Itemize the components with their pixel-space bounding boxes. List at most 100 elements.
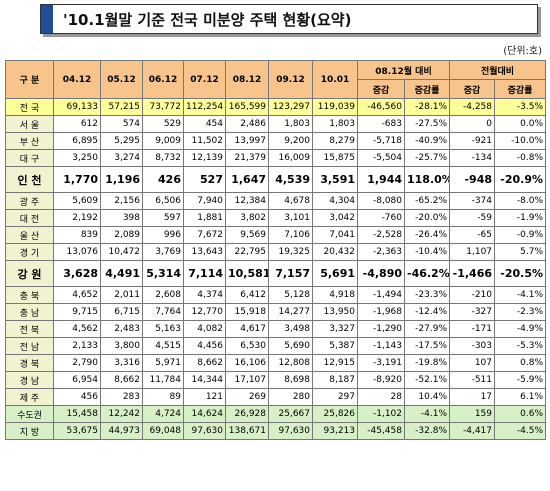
data-row: 지 방 53,675 44,973 69,048 97,630 138,671 97,630… bbox=[5, 422, 547, 440]
cell: 0.6% bbox=[494, 405, 547, 423]
row-label: 지 방 bbox=[5, 422, 54, 440]
header-cell: 08.12월 대비 bbox=[356, 60, 451, 80]
cell: 12,915 bbox=[312, 354, 358, 372]
cell: 5.7% bbox=[494, 243, 547, 261]
cell: 138,671 bbox=[225, 422, 269, 440]
cell: 0.8% bbox=[494, 354, 547, 372]
header-cell: 전월대비 bbox=[449, 60, 547, 80]
data-row: 강 원 3,628 4,491 5,314 7,114 10,581 7,157 5,691-… bbox=[5, 260, 547, 287]
cell: 4,678 bbox=[268, 192, 313, 210]
cell: 22,795 bbox=[225, 243, 269, 261]
cell: 3,274 bbox=[100, 149, 143, 167]
cell: 4,562 bbox=[53, 320, 101, 338]
cell: 7,157 bbox=[268, 260, 313, 287]
row-label: 충 북 bbox=[5, 286, 54, 304]
cell: 14,344 bbox=[183, 371, 226, 389]
cell: 3,800 bbox=[100, 337, 143, 355]
cell: -1,494 bbox=[357, 286, 405, 304]
cell: 1,803 bbox=[312, 115, 358, 133]
cell: 5,295 bbox=[100, 132, 143, 150]
data-row: 전 국 69,133 57,215 73,772 112,254 165,599 123,2… bbox=[5, 98, 547, 116]
cell: -1.9% bbox=[494, 209, 547, 227]
row-label: 전 남 bbox=[5, 337, 54, 355]
cell: 8,279 bbox=[312, 132, 358, 150]
title-box: '10.1월말 기준 전국 미분양 주택 현황(요약) bbox=[40, 4, 538, 34]
cell: 4,617 bbox=[225, 320, 269, 338]
data-row: 수도권 15,458 12,242 4,724 14,624 26,928 25,667 25… bbox=[5, 405, 547, 423]
cell: 69,133 bbox=[53, 98, 101, 116]
cell: 6,506 bbox=[142, 192, 184, 210]
cell: 4,724 bbox=[142, 405, 184, 423]
cell: -52.1% bbox=[403, 371, 451, 389]
cell: -2,363 bbox=[357, 243, 405, 261]
cell: 8,662 bbox=[183, 354, 226, 372]
cell: 1,770 bbox=[53, 166, 101, 193]
header-cell: 구 분 bbox=[5, 60, 54, 99]
cell: 159 bbox=[449, 405, 496, 423]
cell: 6,895 bbox=[53, 132, 101, 150]
cell: -1,290 bbox=[357, 320, 405, 338]
cell: 1,647 bbox=[225, 166, 269, 193]
cell: 97,630 bbox=[268, 422, 313, 440]
data-row: 제 주 456 283 89 121 269 280 297 28 10.4% 17 6.1% bbox=[5, 388, 547, 406]
cell: 1,196 bbox=[100, 166, 143, 193]
cell: 9,009 bbox=[142, 132, 184, 150]
title: '10.1월말 기준 전국 미분양 주택 현황(요약) bbox=[63, 11, 352, 29]
cell: 5,387 bbox=[312, 337, 358, 355]
cell: 5,691 bbox=[312, 260, 358, 287]
cell: -59 bbox=[449, 209, 496, 227]
cell: 8,662 bbox=[100, 371, 143, 389]
cell: 44,973 bbox=[100, 422, 143, 440]
header-cell: 증감 bbox=[357, 79, 405, 99]
cell: 17 bbox=[449, 388, 496, 406]
header-cell: 07.12 bbox=[183, 60, 226, 99]
cell: -1,143 bbox=[357, 337, 405, 355]
data-row: 전 남 2,133 3,800 4,515 4,456 6,530 5,690 5,387 -1… bbox=[5, 337, 547, 355]
cell: 6,715 bbox=[100, 303, 143, 321]
cell: 20,432 bbox=[312, 243, 358, 261]
cell: 2,011 bbox=[100, 286, 143, 304]
cell: 10.4% bbox=[403, 388, 451, 406]
cell: 1,881 bbox=[183, 209, 226, 227]
cell: 574 bbox=[100, 115, 143, 133]
cell: 2,156 bbox=[100, 192, 143, 210]
cell: 14,277 bbox=[268, 303, 313, 321]
cell: -8,920 bbox=[357, 371, 405, 389]
cell: 13,643 bbox=[183, 243, 226, 261]
cell: 8,187 bbox=[312, 371, 358, 389]
cell: 7,672 bbox=[183, 226, 226, 244]
cell: 7,106 bbox=[268, 226, 313, 244]
header-cell: 05.12 bbox=[100, 60, 143, 99]
cell: -20.5% bbox=[494, 260, 547, 287]
cell: 13,997 bbox=[225, 132, 269, 150]
cell: -28.1% bbox=[403, 98, 451, 116]
row-label: 제 주 bbox=[5, 388, 54, 406]
row-label: 서 울 bbox=[5, 115, 54, 133]
cell: 15,458 bbox=[53, 405, 101, 423]
cell: 6,530 bbox=[225, 337, 269, 355]
cell: 14,624 bbox=[183, 405, 226, 423]
cell: -0.8% bbox=[494, 149, 547, 167]
cell: 26,928 bbox=[225, 405, 269, 423]
cell: 5,314 bbox=[142, 260, 184, 287]
cell: -4.1% bbox=[403, 405, 451, 423]
cell: 4,456 bbox=[183, 337, 226, 355]
row-label: 강 원 bbox=[5, 260, 54, 287]
cell: 7,041 bbox=[312, 226, 358, 244]
cell: 53,675 bbox=[53, 422, 101, 440]
row-label: 대 전 bbox=[5, 209, 54, 227]
cell: 2,486 bbox=[225, 115, 269, 133]
cell: 4,304 bbox=[312, 192, 358, 210]
cell: -4.5% bbox=[494, 422, 547, 440]
cell: 13,950 bbox=[312, 303, 358, 321]
cell: 121 bbox=[183, 388, 226, 406]
cell: 15,875 bbox=[312, 149, 358, 167]
row-label: 전 국 bbox=[5, 98, 54, 116]
cell: 996 bbox=[142, 226, 184, 244]
cell: 119,039 bbox=[312, 98, 358, 116]
data-row: 울 산 839 2,089 996 7,672 9,569 7,106 7,041 -2,528… bbox=[5, 226, 547, 244]
cell: -12.4% bbox=[403, 303, 451, 321]
cell: -4,890 bbox=[357, 260, 405, 287]
cell: -27.5% bbox=[403, 115, 451, 133]
